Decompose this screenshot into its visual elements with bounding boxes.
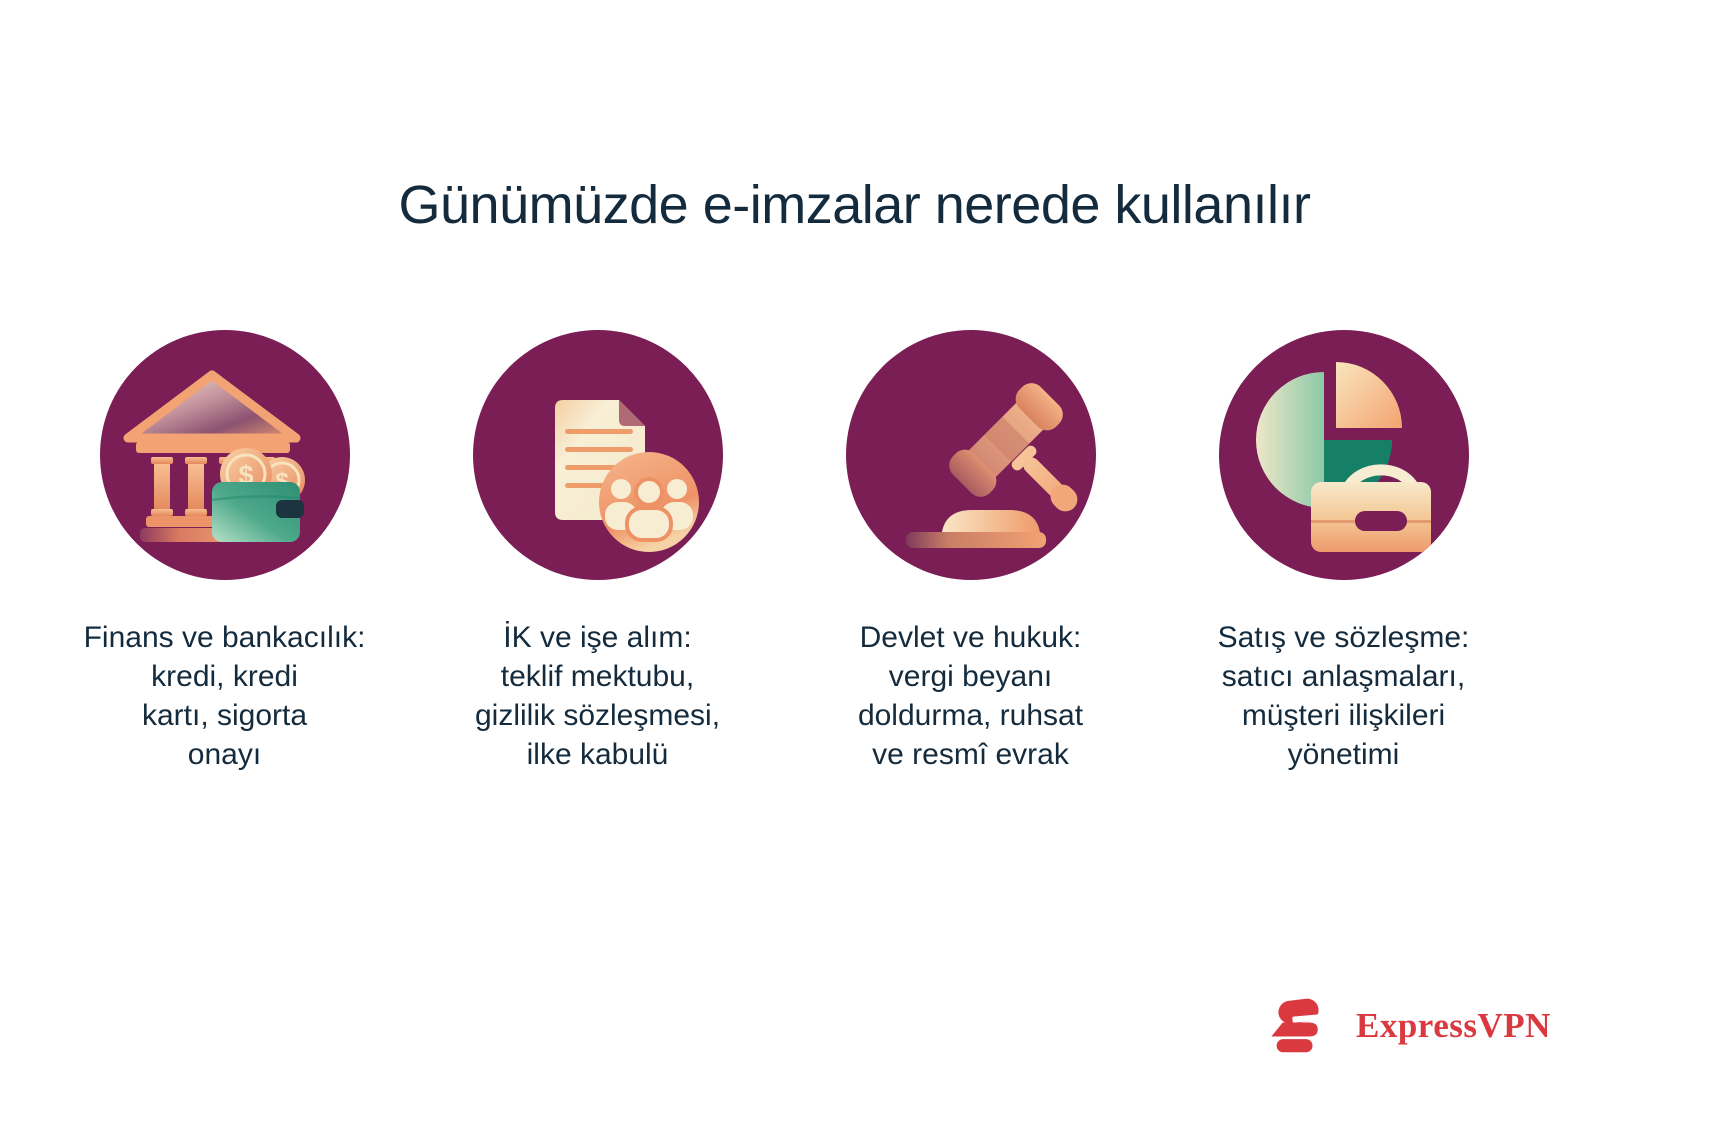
gavel-icon <box>845 330 1096 580</box>
section-government: Devlet ve hukuk: vergi beyanı doldurma, … <box>784 330 1157 774</box>
caption-sales: Satış ve sözleşme: satıcı anlaşmaları, m… <box>1217 621 1470 771</box>
bank-coins-wallet-icon: $ $ <box>99 330 350 580</box>
section-sales: Satış ve sözleşme: satıcı anlaşmaları, m… <box>1157 330 1530 774</box>
icon-row: $ $ Finans ve bankacılık: kredi, kredi k… <box>38 330 1530 774</box>
caption-finance: Finans ve bankacılık: kredi, kredi kartı… <box>83 621 366 771</box>
brand-logo: ExpressVPN <box>1267 998 1551 1054</box>
document-team-icon <box>472 330 723 580</box>
pie-chart-briefcase-icon <box>1218 330 1469 580</box>
expressvpn-logo-icon <box>1271 998 1320 1053</box>
expressvpn-wordmark: ExpressVPN <box>1356 1006 1551 1045</box>
section-finance: $ $ Finans ve bankacılık: kredi, kredi k… <box>38 330 411 774</box>
page-title: Günümüzde e-imzalar nerede kullanılır <box>398 175 1311 236</box>
caption-hr: İK ve işe alım: teklif mektubu, gizlilik… <box>474 621 721 771</box>
caption-government: Devlet ve hukuk: vergi beyanı doldurma, … <box>857 621 1084 771</box>
section-hr: İK ve işe alım: teklif mektubu, gizlilik… <box>411 330 784 774</box>
